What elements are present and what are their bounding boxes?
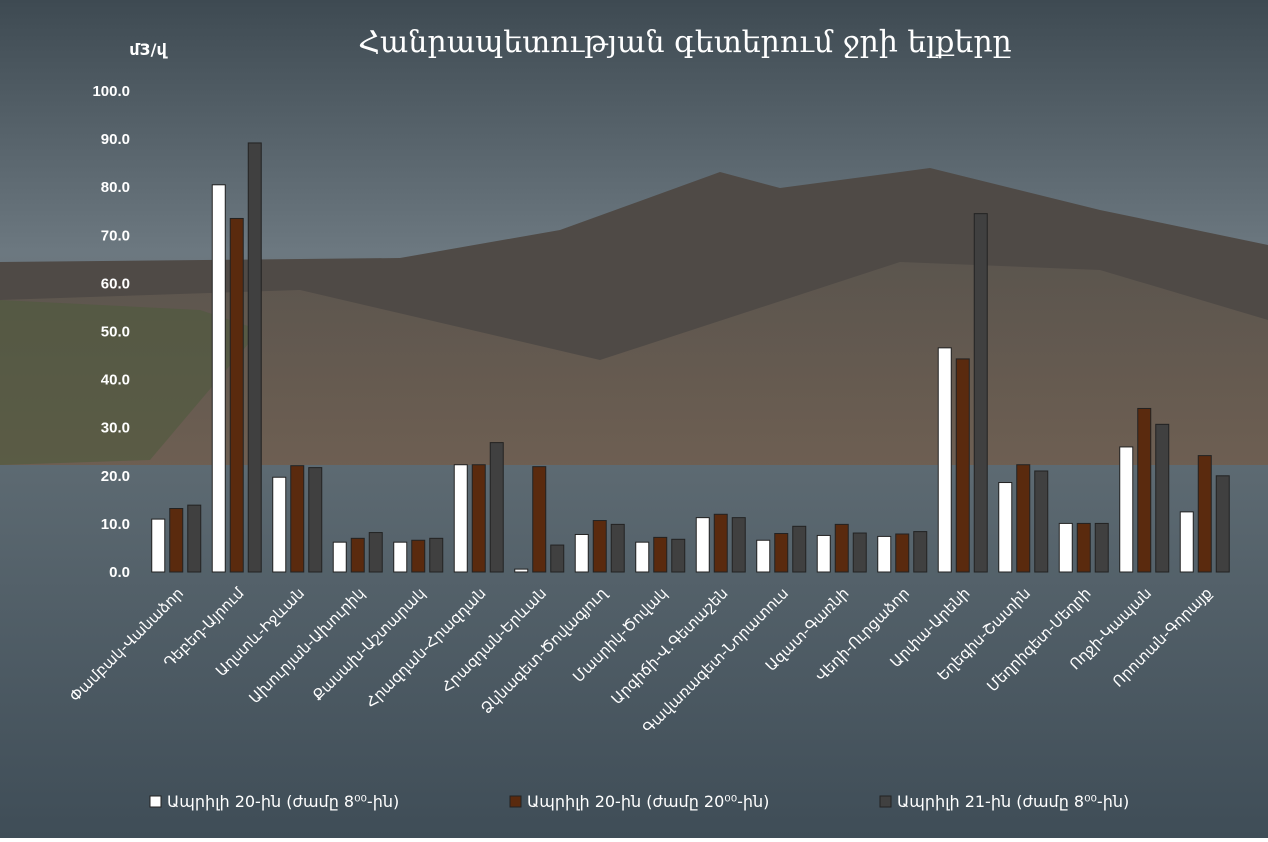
bar bbox=[1197, 455, 1212, 573]
bar bbox=[514, 568, 529, 573]
bar bbox=[453, 464, 468, 573]
bar bbox=[792, 525, 807, 573]
bar bbox=[913, 531, 928, 573]
bar bbox=[713, 513, 728, 573]
bar bbox=[635, 541, 650, 573]
legend-label: Ապրիլի 21-ին (ժամը 8⁰⁰-ին) bbox=[897, 792, 1129, 811]
bar bbox=[308, 467, 323, 573]
bar bbox=[671, 538, 686, 573]
y-tick-label: 40.0 bbox=[101, 372, 130, 389]
grass bbox=[0, 300, 260, 465]
bar bbox=[489, 442, 504, 573]
bar bbox=[247, 142, 262, 573]
bar bbox=[471, 464, 486, 573]
bar bbox=[368, 532, 383, 573]
bar bbox=[272, 476, 287, 573]
bar bbox=[1058, 522, 1073, 573]
bar bbox=[592, 520, 607, 573]
bar bbox=[816, 534, 831, 573]
y-tick-label: 0.0 bbox=[109, 564, 130, 581]
legend-swatch bbox=[879, 795, 892, 808]
y-tick-label: 60.0 bbox=[101, 275, 130, 292]
bar bbox=[574, 533, 589, 573]
bar bbox=[290, 465, 305, 573]
y-tick-label: 50.0 bbox=[101, 324, 130, 341]
bar bbox=[229, 217, 244, 573]
y-tick-label: 70.0 bbox=[101, 227, 130, 244]
legend-label: Ապրիլի 20-ին (ժամը 20⁰⁰-ին) bbox=[527, 792, 769, 811]
bar bbox=[1016, 464, 1031, 573]
bar bbox=[1076, 522, 1091, 573]
bar bbox=[1179, 511, 1194, 573]
bar bbox=[756, 539, 771, 573]
bar bbox=[151, 518, 166, 573]
bar bbox=[774, 533, 789, 573]
bar bbox=[852, 532, 867, 573]
bar bbox=[169, 508, 184, 573]
bar bbox=[332, 541, 347, 573]
y-tick-label: 100.0 bbox=[92, 83, 130, 100]
bar bbox=[731, 517, 746, 573]
legend-label: Ապրիլի 20-ին (ժամը 8⁰⁰-ին) bbox=[167, 792, 399, 811]
bar bbox=[998, 482, 1013, 573]
bar bbox=[653, 536, 668, 573]
y-tick-label: 10.0 bbox=[101, 516, 130, 533]
bar bbox=[1094, 522, 1109, 573]
y-tick-label: 80.0 bbox=[101, 179, 130, 196]
bar bbox=[532, 466, 547, 573]
bar bbox=[895, 533, 910, 573]
y-tick-label: 20.0 bbox=[101, 468, 130, 485]
bar bbox=[411, 539, 426, 573]
bar bbox=[1155, 423, 1170, 573]
bar bbox=[393, 541, 408, 573]
bar bbox=[187, 504, 202, 573]
bar bbox=[550, 544, 565, 573]
bar bbox=[1034, 470, 1049, 573]
bar bbox=[877, 535, 892, 573]
bar bbox=[937, 347, 952, 573]
legend-swatch bbox=[509, 795, 522, 808]
chart-title: Հանրապետության գետերում ջրի ելքերը bbox=[358, 25, 1011, 60]
bar bbox=[973, 213, 988, 573]
bar bbox=[1137, 407, 1152, 573]
lake bbox=[0, 465, 1268, 838]
y-tick-label: 90.0 bbox=[101, 131, 130, 148]
bar bbox=[695, 517, 710, 573]
y-tick-label: 30.0 bbox=[101, 420, 130, 437]
bar bbox=[834, 523, 849, 573]
bar bbox=[1215, 475, 1230, 573]
y-axis-label: մ3/վ bbox=[129, 40, 168, 59]
bar bbox=[211, 184, 226, 573]
bar bbox=[955, 358, 970, 573]
legend-swatch bbox=[149, 795, 162, 808]
bar bbox=[1119, 446, 1134, 573]
bar bbox=[429, 537, 444, 573]
bar bbox=[350, 537, 365, 573]
bar bbox=[610, 523, 625, 573]
